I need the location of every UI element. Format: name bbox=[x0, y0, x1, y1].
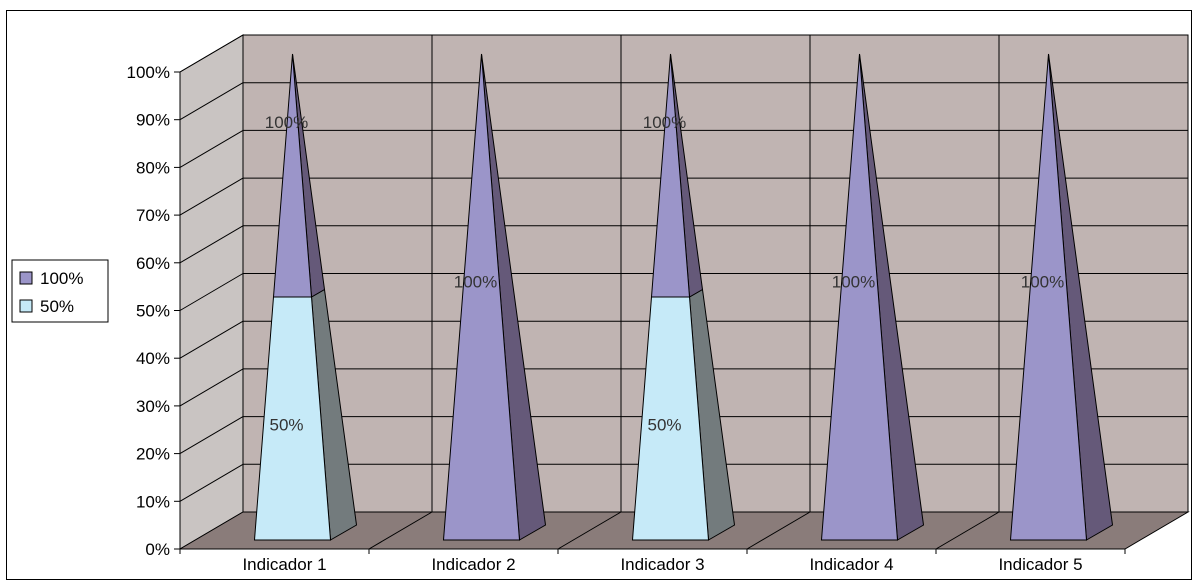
data-label: 50% bbox=[269, 416, 303, 435]
gridline-side bbox=[179, 368, 244, 407]
y-tick-label: 80% bbox=[136, 158, 170, 177]
gridline-side bbox=[179, 463, 244, 502]
data-label: 100% bbox=[1021, 272, 1064, 291]
data-label: 100% bbox=[454, 272, 497, 291]
data-label: 100% bbox=[265, 113, 308, 132]
legend: 100% 50% bbox=[11, 259, 109, 323]
y-tick-label: 30% bbox=[136, 397, 170, 416]
category-label: Indicador 2 bbox=[431, 555, 515, 571]
data-label: 100% bbox=[832, 272, 875, 291]
y-tick-label: 100% bbox=[127, 63, 170, 82]
legend-label: 50% bbox=[40, 297, 74, 316]
floor-divider bbox=[935, 511, 1000, 550]
pyramid-segment-series-100 bbox=[1009, 53, 1088, 541]
data-label: 50% bbox=[647, 416, 681, 435]
category-label: Indicador 3 bbox=[620, 555, 704, 571]
pyramid-segment-series-100 bbox=[650, 53, 691, 298]
category-label: Indicador 5 bbox=[998, 555, 1082, 571]
y-tick-label: 10% bbox=[136, 492, 170, 511]
y-tick-label: 90% bbox=[136, 111, 170, 130]
gridline-side bbox=[179, 416, 244, 455]
legend-swatch bbox=[19, 299, 33, 313]
floor-divider bbox=[368, 511, 433, 550]
gridline-side bbox=[179, 82, 244, 121]
category-label: Indicador 4 bbox=[809, 555, 893, 571]
gridline-side bbox=[179, 34, 244, 73]
category-label: Indicador 1 bbox=[242, 555, 326, 571]
y-tick-label: 60% bbox=[136, 254, 170, 273]
floor-divider bbox=[746, 511, 811, 550]
y-tick-label: 20% bbox=[136, 445, 170, 464]
y-tick-label: 0% bbox=[145, 540, 170, 559]
gridline-side bbox=[179, 225, 244, 264]
legend-label: 100% bbox=[40, 269, 83, 288]
data-label: 100% bbox=[643, 113, 686, 132]
y-tick-label: 40% bbox=[136, 349, 170, 368]
pyramid-segment-series-100 bbox=[820, 53, 899, 541]
legend-swatch bbox=[19, 271, 33, 285]
pyramid-segment-series-100 bbox=[442, 53, 521, 541]
gridline-side bbox=[179, 273, 244, 311]
gridline-side bbox=[179, 129, 244, 168]
pyramid-segment-series-100 bbox=[272, 53, 313, 298]
floor-divider bbox=[557, 511, 622, 550]
gridline-side bbox=[179, 320, 244, 359]
y-tick-label: 70% bbox=[136, 206, 170, 225]
y-tick-label: 50% bbox=[136, 302, 170, 321]
gridline-side bbox=[179, 177, 244, 216]
